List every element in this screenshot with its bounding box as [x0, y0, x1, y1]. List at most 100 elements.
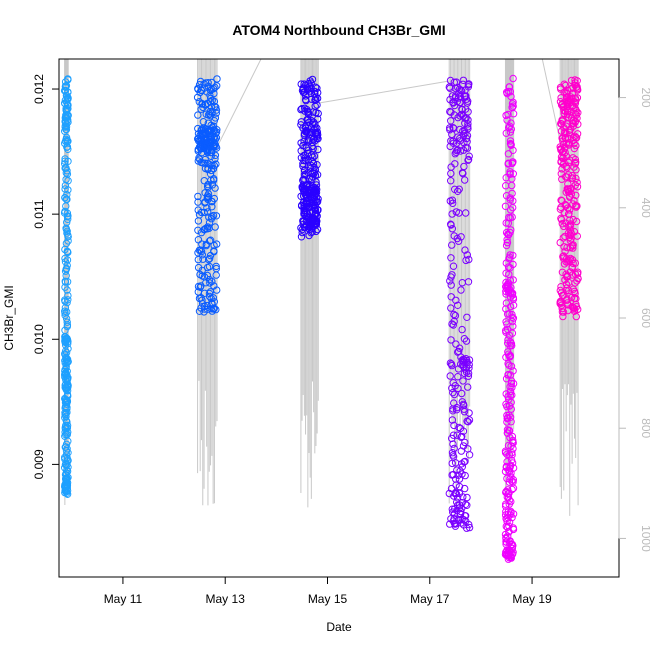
- data-point-s1-13-4: [212, 271, 220, 279]
- data-point-s3-17-4: [452, 481, 460, 489]
- data-point-s4-12-2: [507, 497, 515, 506]
- data-point-s1-8-13: [197, 228, 206, 237]
- data-point-s2-9-7: [299, 175, 308, 184]
- data-point-s4-3-7: [507, 206, 515, 214]
- data-point-s3-7-3: [449, 199, 457, 208]
- data-point-s1-13-7: [197, 246, 205, 255]
- data-point-s5-18-1: [559, 134, 567, 143]
- data-points-layer: [60, 74, 582, 563]
- data-point-s3-16-10: [450, 509, 459, 518]
- data-point-s3-14-5: [453, 494, 462, 502]
- data-point-s4-0-10: [509, 98, 517, 107]
- data-point-s3-12-0: [452, 406, 461, 414]
- data-point-s2-2-3: [312, 96, 320, 104]
- data-point-s1-8-1: [194, 217, 203, 225]
- data-point-s0-8-7: [63, 318, 71, 326]
- data-point-s2-8-1: [313, 161, 321, 169]
- data-point-s3-13-5: [448, 459, 456, 468]
- data-point-s3-8-8: [449, 262, 458, 270]
- data-point-s3-6-6: [451, 160, 459, 168]
- data-point-s5-16-3: [569, 200, 577, 208]
- data-point-s3-11-0: [446, 372, 454, 380]
- data-point-s4-17-13: [509, 379, 518, 388]
- data-point-s4-0-13: [509, 110, 518, 118]
- data-point-s3-8-12: [464, 278, 473, 286]
- data-point-s0-12-1: [60, 371, 69, 379]
- data-point-s3-9-6: [450, 310, 458, 319]
- data-point-s0-8-10: [63, 322, 72, 331]
- data-point-s5-13-8: [558, 291, 567, 300]
- data-point-s3-7-8: [455, 209, 463, 217]
- data-point-s3-16-5: [450, 515, 458, 523]
- data-point-s0-4-2: [61, 157, 69, 165]
- data-point-s4-8-9: [504, 392, 512, 401]
- data-point-s0-6-7: [64, 237, 72, 245]
- data-point-s5-13-10: [572, 294, 580, 303]
- data-point-s3-17-5: [449, 470, 457, 479]
- data-point-s4-4-8: [502, 241, 511, 250]
- data-point-s2-18-6: [310, 204, 319, 212]
- data-point-s0-8-0: [64, 296, 72, 304]
- data-point-s3-16-6: [458, 515, 466, 523]
- data-point-s5-17-3: [572, 166, 580, 174]
- data-point-s5-16-6: [572, 191, 580, 200]
- data-point-s2-17-3: [307, 229, 315, 237]
- data-point-s4-18-1: [506, 371, 515, 379]
- data-point-s4-10-12: [501, 467, 510, 476]
- data-point-s5-15-10: [566, 221, 574, 230]
- data-point-s1-15-2: [208, 162, 216, 170]
- data-point-s3-12-7: [457, 433, 465, 441]
- data-point-s3-1-0: [455, 85, 464, 93]
- data-point-s3-7-10: [447, 221, 455, 229]
- data-point-s2-19-8: [300, 187, 308, 195]
- data-point-s3-8-5: [447, 254, 455, 262]
- data-point-s0-5-11: [64, 215, 72, 224]
- data-point-s3-17-8: [453, 466, 461, 474]
- data-point-s2-2-0: [302, 96, 310, 105]
- data-point-s1-19-13: [207, 133, 215, 141]
- data-point-s3-0-6: [450, 78, 458, 87]
- data-point-s0-6-11: [63, 247, 72, 256]
- data-point-s1-14-6: [211, 184, 219, 192]
- data-point-s3-8-7: [462, 256, 470, 265]
- data-point-s4-3-6: [509, 203, 517, 212]
- data-point-s3-0-2: [459, 76, 468, 85]
- data-point-s5-6-8: [557, 158, 565, 166]
- data-point-s4-0-11: [509, 102, 517, 110]
- data-point-s5-6-13: [558, 175, 566, 183]
- data-point-s3-19-9: [465, 364, 473, 372]
- data-point-s3-7-6: [448, 210, 456, 218]
- data-point-s3-6-12: [447, 177, 455, 185]
- data-point-s1-1-4: [194, 85, 202, 94]
- data-point-s3-18-8: [458, 389, 466, 398]
- data-point-s1-14-4: [207, 197, 216, 206]
- data-point-s1-12-11: [209, 294, 218, 302]
- data-point-s3-5-7: [460, 139, 468, 147]
- data-point-s5-10-12: [558, 268, 567, 276]
- data-point-s4-19-13: [508, 289, 517, 297]
- data-point-s4-1-11: [506, 137, 515, 145]
- data-point-s3-14-3: [459, 493, 467, 501]
- data-point-s3-18-5: [449, 405, 457, 413]
- data-point-s5-15-5: [559, 234, 567, 242]
- data-point-s3-19-7: [446, 359, 455, 367]
- data-point-s3-9-2: [452, 296, 460, 304]
- data-point-s2-6-9: [314, 145, 322, 154]
- data-point-s3-18-2: [456, 424, 465, 433]
- data-point-s1-13-5: [198, 266, 206, 275]
- data-point-s1-9-5: [202, 240, 210, 249]
- data-point-s1-14-13: [210, 162, 219, 170]
- data-point-s3-13-2: [460, 458, 468, 466]
- data-point-s1-2-11: [207, 103, 216, 111]
- data-point-s4-18-8: [502, 326, 510, 335]
- data-point-s2-4-0: [308, 120, 317, 128]
- x-tick-label-4: May 19: [512, 592, 552, 606]
- data-point-s1-3-6: [194, 111, 202, 119]
- data-point-s3-16-8: [457, 507, 465, 516]
- data-point-s5-17-8: [571, 155, 580, 164]
- data-point-s3-9-10: [450, 317, 458, 326]
- data-point-s3-19-8: [447, 360, 456, 368]
- data-point-s4-3-11: [508, 213, 516, 221]
- data-point-s2-18-3: [308, 209, 316, 217]
